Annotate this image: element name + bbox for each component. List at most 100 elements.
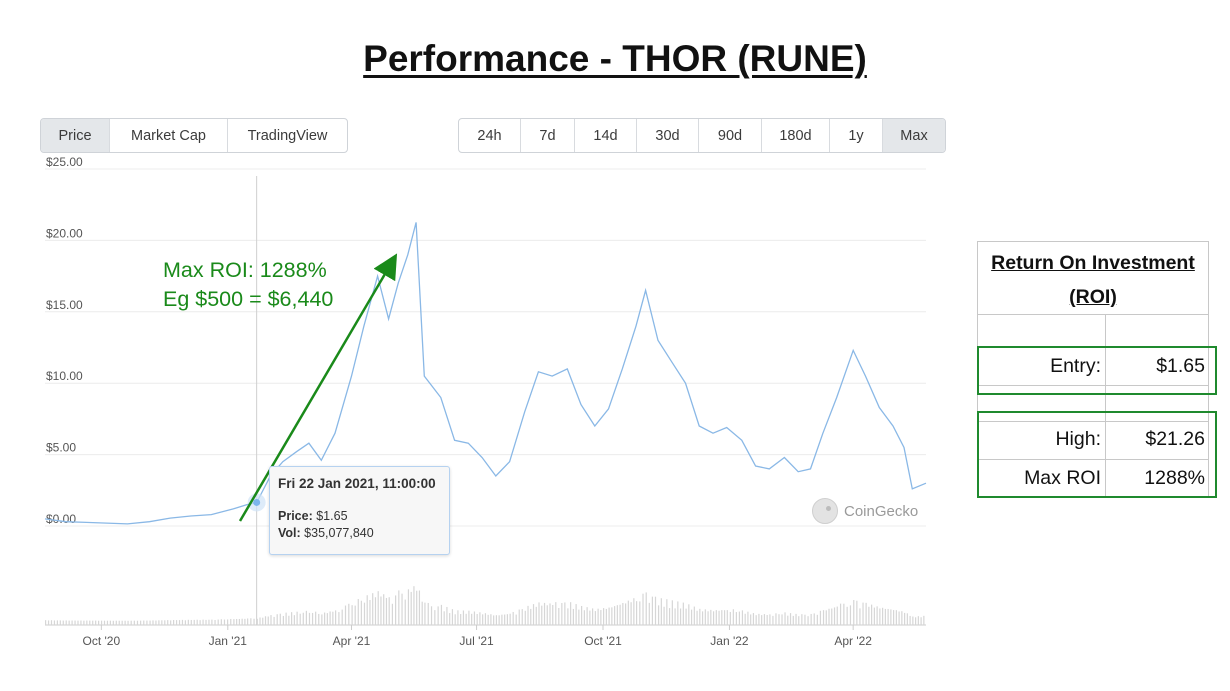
volume-bar	[462, 610, 465, 625]
volume-bar	[543, 602, 546, 625]
roi-header-line-1: Return On Investment	[991, 252, 1195, 274]
volume-bar	[671, 600, 673, 625]
table-border	[1208, 315, 1209, 498]
volume-bar	[59, 620, 61, 625]
volume-bar	[493, 615, 495, 625]
range-button-max[interactable]: Max	[883, 119, 945, 152]
volume-bar	[335, 610, 337, 625]
volume-bar	[789, 613, 792, 625]
volume-bar	[755, 615, 757, 625]
volume-bar	[781, 614, 783, 625]
volume-bar	[616, 605, 618, 625]
volume-bar	[270, 615, 272, 625]
volume-bar	[354, 605, 356, 625]
volume-bar	[561, 602, 563, 625]
volume-bar	[424, 602, 426, 625]
volume-bar	[451, 609, 454, 625]
range-button-180d[interactable]: 180d	[762, 119, 830, 152]
volume-bar	[227, 619, 229, 625]
volume-bar	[236, 618, 238, 625]
volume-bar	[398, 590, 400, 625]
volume-bar	[645, 592, 647, 625]
tab-tradingview[interactable]: TradingView	[247, 127, 328, 144]
volume-bar	[416, 590, 418, 625]
range-button-14d[interactable]: 14d	[575, 119, 637, 152]
watermark-text: CoinGecko	[844, 502, 919, 520]
volume-bar	[259, 617, 261, 625]
volume-bar	[211, 619, 213, 625]
volume-bar	[56, 620, 58, 625]
volume-bar	[704, 609, 706, 625]
x-tick-label: Oct '21	[584, 634, 622, 648]
y-tick-label: $0.00	[46, 512, 76, 526]
volume-bar	[214, 619, 216, 625]
volume-bar	[597, 608, 599, 625]
volume-bar	[351, 605, 353, 625]
range-button-24h[interactable]: 24h	[459, 119, 521, 152]
volume-bar	[538, 602, 540, 625]
volume-bar	[45, 620, 47, 625]
volume-bar	[372, 593, 374, 625]
volume-bar	[846, 606, 848, 625]
volume-bar	[822, 610, 825, 625]
volume-bar	[65, 620, 67, 625]
range-button-90d[interactable]: 90d	[699, 119, 762, 152]
volume-bar	[446, 606, 448, 625]
volume-bar	[443, 611, 445, 625]
y-tick-label: $10.00	[46, 369, 83, 383]
volume-bar	[476, 614, 478, 625]
volume-bar	[146, 620, 148, 625]
volume-bar	[798, 616, 800, 625]
volume-bar	[504, 614, 506, 625]
volume-bar	[98, 620, 100, 625]
volume-bar	[244, 618, 246, 625]
volume-bar	[611, 607, 613, 625]
volume-bar	[865, 602, 867, 625]
volume-bar	[133, 620, 135, 625]
volume-bar	[859, 608, 861, 625]
volume-bar	[170, 620, 172, 625]
volume-bar	[366, 595, 368, 625]
volume-bar	[238, 618, 240, 625]
volume-bar	[769, 614, 771, 625]
y-tick-label: $15.00	[46, 298, 83, 312]
tab-price[interactable]: Price	[41, 119, 110, 152]
volume-bar	[572, 608, 574, 625]
volume-bar	[721, 610, 723, 625]
volume-bar	[136, 620, 139, 625]
volume-bar	[100, 620, 103, 625]
volume-bar	[241, 618, 243, 625]
volume-bar	[849, 605, 852, 625]
volume-bar	[421, 601, 423, 625]
range-button-7d[interactable]: 7d	[521, 119, 575, 152]
volume-bar	[293, 615, 295, 625]
volume-bar	[701, 611, 704, 625]
volume-bar	[318, 613, 320, 625]
range-button-30d[interactable]: 30d	[637, 119, 699, 152]
volume-bar	[164, 620, 166, 625]
volume-bar	[395, 595, 397, 625]
volume-bar	[586, 607, 588, 625]
volume-bar	[83, 620, 85, 625]
volume-bar	[158, 620, 160, 625]
tab-market-cap[interactable]: Market Cap	[110, 119, 228, 152]
view-tab-group: Price Market Cap TradingView	[40, 118, 348, 153]
volume-bar	[363, 602, 366, 625]
volume-bar	[457, 610, 459, 625]
volume-bar	[710, 609, 712, 625]
volume-bar	[506, 614, 509, 625]
volume-bar	[833, 607, 836, 625]
volume-bar	[696, 610, 698, 625]
volume-bar	[836, 606, 838, 625]
table-border	[977, 315, 978, 498]
volume-bar	[449, 613, 451, 625]
range-button-1y[interactable]: 1y	[830, 119, 883, 152]
roi-table-header: Return On Investment (ROI)	[977, 241, 1209, 315]
volume-bar	[223, 619, 226, 625]
volume-bar	[348, 603, 350, 625]
volume-bar	[167, 620, 169, 625]
volume-bar	[401, 593, 403, 625]
volume-bar	[202, 619, 204, 625]
volume-bar	[521, 609, 523, 625]
